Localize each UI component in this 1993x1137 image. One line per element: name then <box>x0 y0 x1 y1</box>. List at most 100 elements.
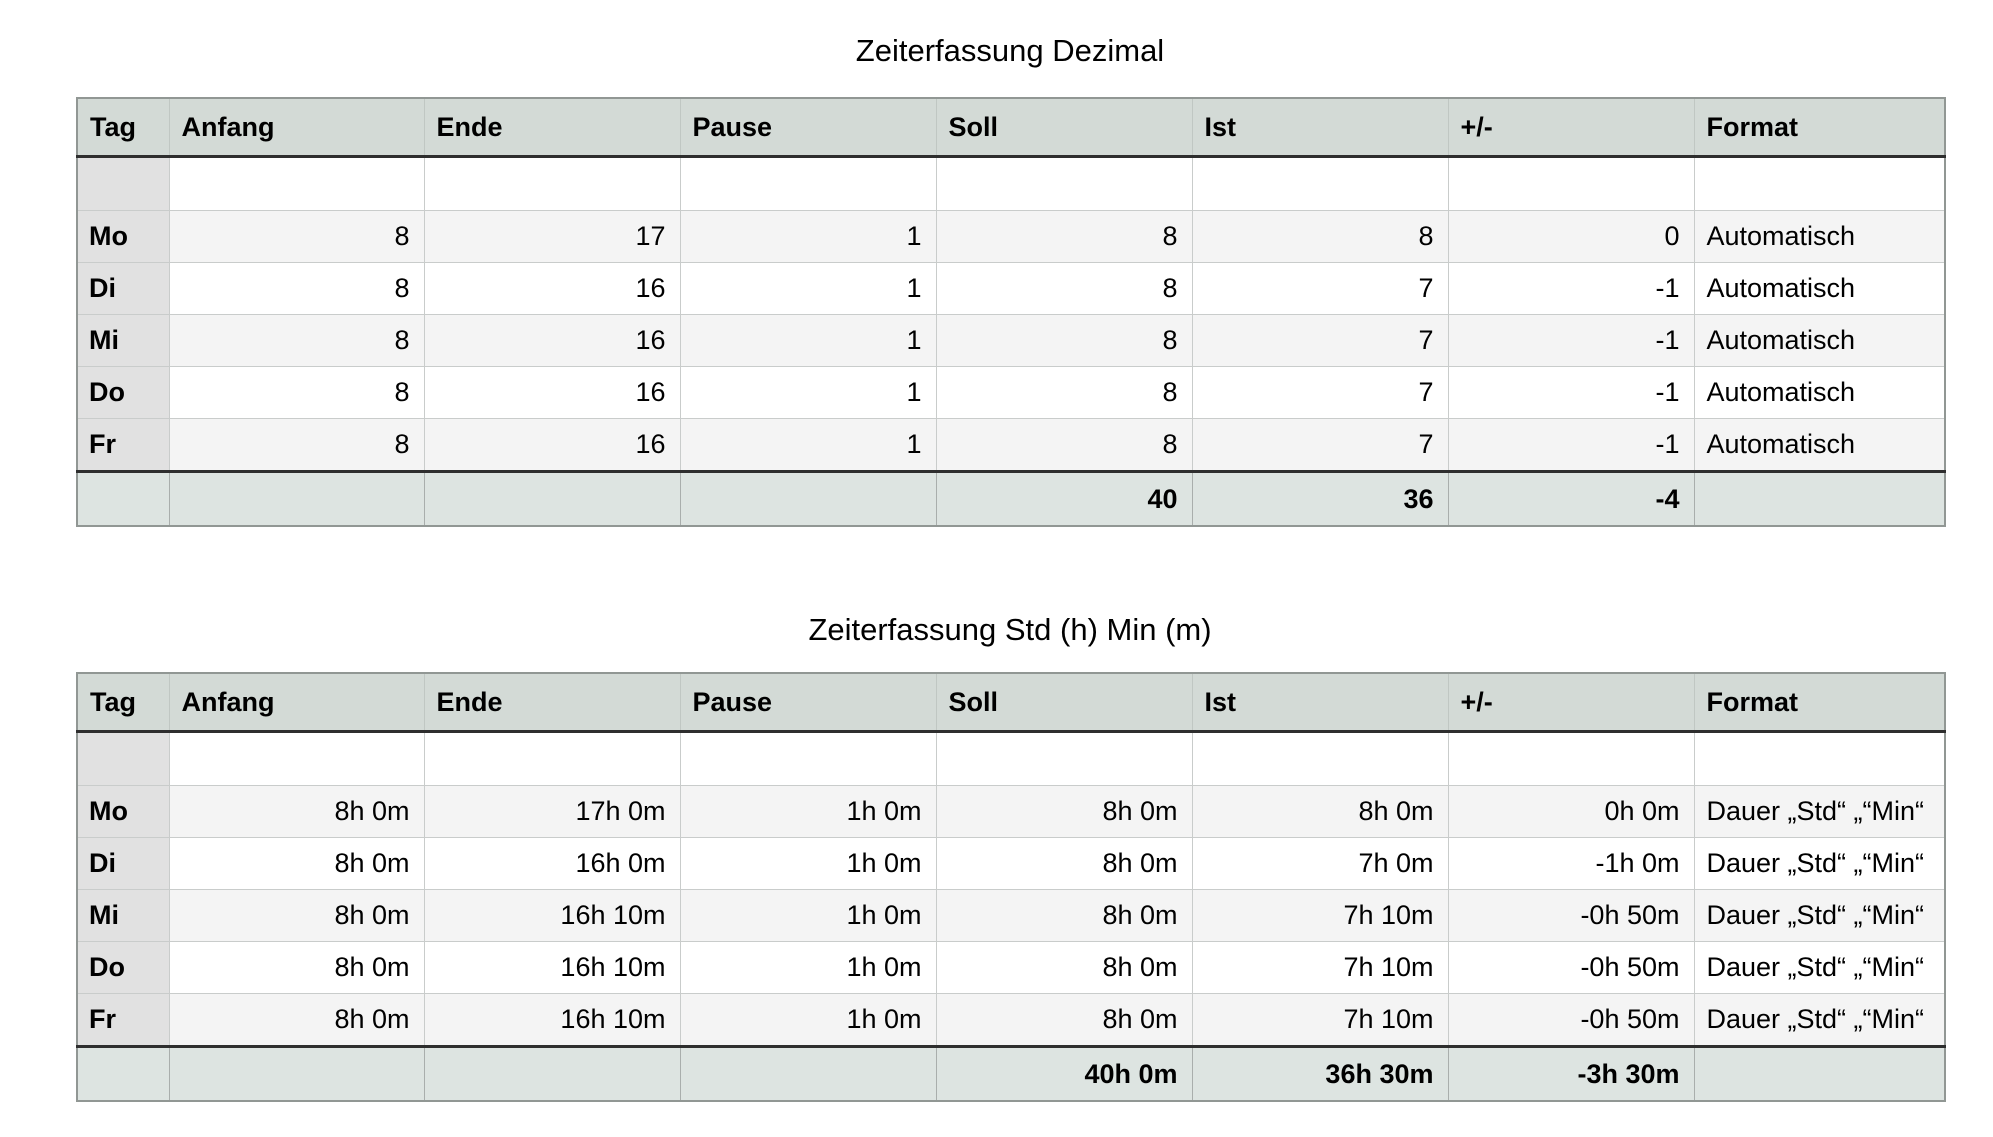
spacer-cell <box>423 156 681 211</box>
cell-anfang: 8h 0m <box>168 941 425 994</box>
col-header-format: Format <box>1693 672 1946 733</box>
cell-ist: 7h 10m <box>1191 889 1449 942</box>
cell-soll: 8 <box>935 210 1193 263</box>
cell-diff: -0h 50m <box>1447 993 1695 1048</box>
cell-format: Dauer „Std“ „“Min“ <box>1693 785 1946 838</box>
day-label: Do <box>76 941 170 994</box>
data-row-mo: Mo 8 17 1 8 8 0 Automatisch <box>76 210 1946 263</box>
cell-ist: 7h 10m <box>1191 993 1449 1048</box>
col-header-ende: Ende <box>423 672 681 733</box>
col-header-diff: +/- <box>1447 97 1695 158</box>
cell-anfang: 8h 0m <box>168 785 425 838</box>
cell-anfang: 8 <box>168 210 425 263</box>
data-row-di: Di 8 16 1 8 7 -1 Automatisch <box>76 262 1946 315</box>
cell-soll: 8 <box>935 366 1193 419</box>
header-row: Tag Anfang Ende Pause Soll Ist +/- Forma… <box>76 97 1946 158</box>
spacer-cell <box>168 156 425 211</box>
totals-empty-format <box>1693 1046 1946 1102</box>
cell-diff: -1 <box>1447 366 1695 419</box>
cell-diff: 0h 0m <box>1447 785 1695 838</box>
cell-pause: 1 <box>679 262 937 315</box>
section-zeiterfassung-std-min: Zeiterfassung Std (h) Min (m) Tag Anfang… <box>76 527 1993 1102</box>
spacer-cell <box>1447 731 1695 786</box>
data-row-mi: Mi 8h 0m 16h 10m 1h 0m 8h 0m 7h 10m -0h 50m Dau… <box>76 889 1946 942</box>
total-ist: 36 <box>1191 471 1449 527</box>
day-label: Di <box>76 262 170 315</box>
header-row: Tag Anfang Ende Pause Soll Ist +/- Forma… <box>76 672 1946 733</box>
total-soll: 40 <box>935 471 1193 527</box>
day-label: Fr <box>76 993 170 1048</box>
data-row-mi: Mi 8 16 1 8 7 -1 Automatisch <box>76 314 1946 367</box>
cell-soll: 8 <box>935 262 1193 315</box>
cell-anfang: 8 <box>168 366 425 419</box>
cell-ist: 7 <box>1191 314 1449 367</box>
col-header-format: Format <box>1693 97 1946 158</box>
totals-empty-format <box>1693 471 1946 527</box>
cell-anfang: 8 <box>168 314 425 367</box>
cell-format: Dauer „Std“ „“Min“ <box>1693 993 1946 1048</box>
spacer-cell <box>1191 731 1449 786</box>
data-row-fr: Fr 8h 0m 16h 10m 1h 0m 8h 0m 7h 10m -0h 50m Dau… <box>76 993 1946 1048</box>
cell-pause: 1 <box>679 366 937 419</box>
col-header-pause: Pause <box>679 97 937 158</box>
col-header-tag: Tag <box>76 97 170 158</box>
cell-format: Automatisch <box>1693 262 1946 315</box>
total-soll: 40h 0m <box>935 1046 1193 1102</box>
cell-ist: 7 <box>1191 418 1449 473</box>
cell-ist: 7 <box>1191 262 1449 315</box>
totals-row: 40 36 -4 <box>76 471 1946 527</box>
section-zeiterfassung-dezimal: Zeiterfassung Dezimal Tag Anfang Ende Pa… <box>76 0 1993 527</box>
spacer-cell <box>1191 156 1449 211</box>
day-label: Mo <box>76 785 170 838</box>
cell-soll: 8 <box>935 314 1193 367</box>
spacer-cell <box>76 731 170 786</box>
total-diff: -3h 30m <box>1447 1046 1695 1102</box>
day-label: Do <box>76 366 170 419</box>
col-header-anfang: Anfang <box>168 97 425 158</box>
cell-ist: 8h 0m <box>1191 785 1449 838</box>
data-row-do: Do 8 16 1 8 7 -1 Automatisch <box>76 366 1946 419</box>
spacer-cell <box>1693 156 1946 211</box>
cell-ende: 16h 10m <box>423 941 681 994</box>
totals-empty-anfang <box>168 1046 425 1102</box>
cell-format: Dauer „Std“ „“Min“ <box>1693 941 1946 994</box>
col-header-anfang: Anfang <box>168 672 425 733</box>
cell-soll: 8h 0m <box>935 993 1193 1048</box>
spacer-cell <box>935 156 1193 211</box>
cell-ende: 16h 0m <box>423 837 681 890</box>
col-header-ist: Ist <box>1191 97 1449 158</box>
cell-ende: 16 <box>423 418 681 473</box>
cell-anfang: 8h 0m <box>168 889 425 942</box>
cell-ende: 16h 10m <box>423 889 681 942</box>
cell-diff: -1 <box>1447 314 1695 367</box>
cell-pause: 1h 0m <box>679 785 937 838</box>
totals-row: 40h 0m 36h 30m -3h 30m <box>76 1046 1946 1102</box>
data-row-do: Do 8h 0m 16h 10m 1h 0m 8h 0m 7h 10m -0h 50m Dau… <box>76 941 1946 994</box>
cell-ende: 17 <box>423 210 681 263</box>
cell-diff: 0 <box>1447 210 1695 263</box>
cell-diff: -1 <box>1447 418 1695 473</box>
cell-soll: 8h 0m <box>935 941 1193 994</box>
table-zeiterfassung-std-min: Tag Anfang Ende Pause Soll Ist +/- Forma… <box>76 672 1946 1102</box>
spacer-cell <box>423 731 681 786</box>
totals-empty-tag <box>76 1046 170 1102</box>
cell-ende: 16 <box>423 262 681 315</box>
col-header-soll: Soll <box>935 97 1193 158</box>
spacer-cell <box>679 156 937 211</box>
cell-pause: 1 <box>679 210 937 263</box>
day-label: Di <box>76 837 170 890</box>
cell-pause: 1 <box>679 418 937 473</box>
cell-format: Automatisch <box>1693 366 1946 419</box>
cell-soll: 8 <box>935 418 1193 473</box>
cell-diff: -0h 50m <box>1447 941 1695 994</box>
data-row-mo: Mo 8h 0m 17h 0m 1h 0m 8h 0m 8h 0m 0h 0m Dauer „… <box>76 785 1946 838</box>
spacer-cell <box>168 731 425 786</box>
cell-diff: -1h 0m <box>1447 837 1695 890</box>
cell-ende: 17h 0m <box>423 785 681 838</box>
totals-empty-pause <box>679 471 937 527</box>
cell-pause: 1 <box>679 314 937 367</box>
cell-anfang: 8h 0m <box>168 993 425 1048</box>
cell-anfang: 8h 0m <box>168 837 425 890</box>
col-header-pause: Pause <box>679 672 937 733</box>
cell-ende: 16h 10m <box>423 993 681 1048</box>
